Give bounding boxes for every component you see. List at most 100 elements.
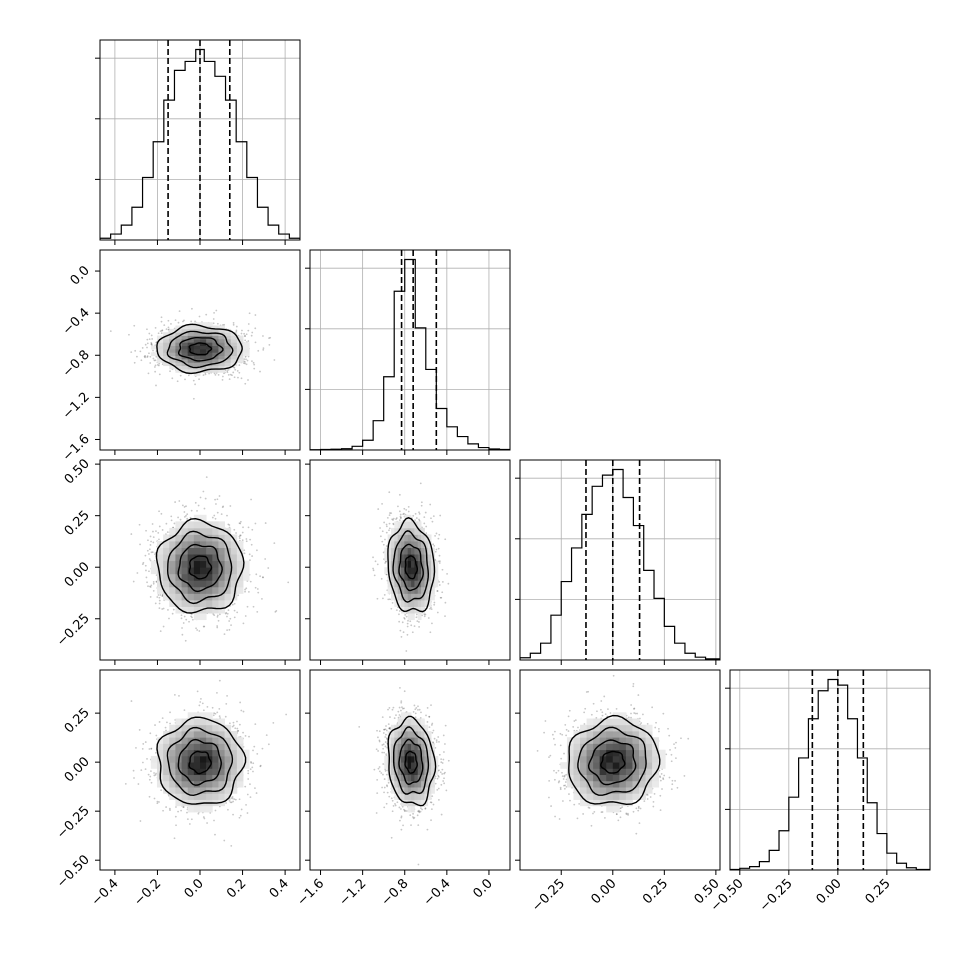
density-cell: [424, 780, 429, 788]
density-cell: [156, 560, 164, 568]
scatter-point: [411, 816, 414, 818]
scatter-point: [186, 513, 189, 516]
x-tick-label: −0.25: [757, 876, 796, 915]
density-cell: [187, 799, 195, 807]
density-cell: [187, 567, 195, 575]
density-cell: [230, 586, 238, 594]
scatter-point: [596, 710, 598, 713]
scatter-point: [144, 354, 147, 357]
density-cell: [200, 731, 207, 738]
scatter-point: [233, 602, 236, 605]
scatter-point: [182, 806, 185, 808]
density-cell: [200, 348, 207, 353]
scatter-point: [142, 561, 145, 564]
scatter-point: [216, 711, 219, 714]
scatter-point: [228, 620, 231, 622]
scatter-point: [562, 778, 565, 780]
scatter-point: [373, 768, 376, 771]
scatter-point: [435, 741, 438, 743]
density-cell: [206, 573, 213, 581]
density-cell: [156, 743, 164, 751]
density-cell: [414, 780, 419, 788]
scatter-point: [152, 581, 155, 583]
scatter-point: [432, 543, 435, 546]
density-cell: [163, 554, 170, 562]
density-cell: [397, 724, 402, 732]
scatter-point: [382, 743, 385, 746]
panel-content: [100, 40, 300, 240]
density-cell: [175, 787, 182, 794]
density-cell: [200, 365, 207, 370]
density-cell: [193, 573, 201, 581]
scatter-point: [395, 517, 398, 519]
density-cell: [580, 780, 587, 788]
scatter-point: [185, 514, 187, 517]
density-cell: [218, 749, 225, 757]
density-cell: [645, 755, 653, 763]
scatter-point: [198, 378, 200, 381]
density-cell: [193, 328, 201, 333]
scatter-point: [444, 724, 447, 727]
scatter-point: [216, 615, 219, 618]
density-cell: [652, 749, 660, 757]
scatter-point: [424, 807, 427, 810]
scatter-point: [383, 791, 385, 794]
scatter-point: [285, 713, 288, 716]
density-cell: [638, 743, 646, 751]
scatter-point: [384, 741, 387, 743]
scatter-point: [158, 538, 160, 541]
scatter-point: [421, 614, 424, 617]
scatter-point: [226, 629, 229, 632]
scatter-point: [392, 519, 394, 521]
scatter-point: [391, 799, 394, 802]
scatter-point: [443, 777, 445, 780]
density-cell: [175, 345, 182, 350]
scatter-point: [169, 809, 171, 811]
density-cell: [397, 534, 402, 542]
density-cell: [407, 774, 412, 782]
scatter-point: [388, 598, 391, 601]
scatter-point: [568, 793, 570, 795]
scatter-point: [244, 382, 247, 385]
density-cell: [404, 749, 409, 757]
scatter-point: [415, 517, 418, 519]
scatter-point: [221, 379, 224, 381]
density-cell: [193, 749, 201, 757]
density-cell: [404, 554, 409, 562]
scatter-point: [231, 603, 234, 606]
panel-frame: [309, 669, 511, 871]
scatter-point: [391, 601, 394, 604]
density-cell: [224, 348, 232, 353]
scatter-point: [247, 778, 250, 780]
density-cell: [421, 718, 425, 726]
density-cell: [414, 593, 419, 601]
scatter-point: [154, 553, 156, 556]
scatter-point: [158, 599, 161, 602]
scatter-point: [130, 533, 133, 535]
scatter-point: [410, 824, 412, 827]
scatter-point: [441, 591, 444, 594]
density-cell: [625, 724, 633, 732]
density-cell: [414, 586, 419, 594]
density-cell: [193, 534, 201, 542]
density-cell: [397, 547, 402, 555]
density-cell: [580, 787, 587, 794]
scatter-point: [379, 535, 382, 538]
scatter-point: [154, 370, 157, 373]
density-cell: [586, 787, 594, 794]
panel-content: [520, 460, 720, 660]
density-cell: [175, 606, 182, 614]
density-cell: [200, 573, 207, 581]
density-cell: [606, 731, 614, 738]
density-cell: [390, 573, 395, 581]
scatter-point: [238, 798, 241, 801]
density-cell: [606, 749, 614, 757]
panel-frame: [99, 39, 301, 241]
scatter-point: [177, 516, 179, 519]
scatter-point: [400, 635, 403, 638]
scatter-point: [149, 355, 152, 358]
scatter-point: [226, 694, 228, 697]
density-cell: [401, 780, 405, 788]
scatter-point: [412, 812, 414, 815]
density-cell: [619, 787, 627, 794]
